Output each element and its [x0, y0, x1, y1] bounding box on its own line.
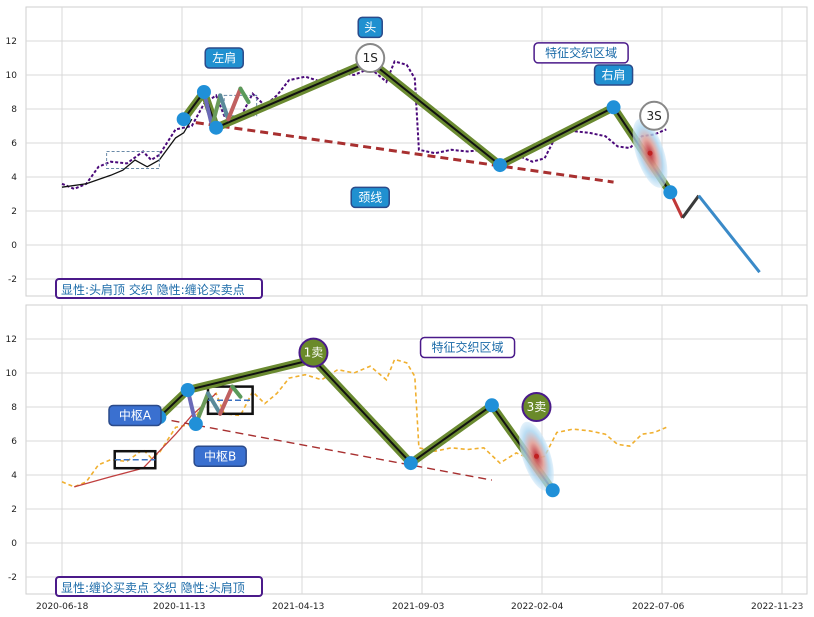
y-tick-label: 4 [11, 471, 17, 481]
sub-segment [206, 391, 223, 416]
y-tick-label: 10 [6, 369, 18, 379]
sub-segment [210, 93, 223, 128]
pivot-point [176, 112, 191, 127]
annotation-label: 特征交织区域 [545, 45, 617, 60]
pivot-point [606, 100, 621, 115]
feature-heatspot-center [647, 150, 653, 156]
pivot-point [545, 483, 560, 498]
pivot-point [209, 120, 224, 135]
annotation-label: 中枢B [204, 448, 236, 463]
x-tick-label: 2020-06-18 [36, 602, 89, 612]
annotation-label: 3卖 [527, 400, 547, 414]
y-tick-label: -2 [8, 573, 17, 583]
pivot-point [484, 398, 499, 413]
annotation-badge [521, 392, 552, 422]
annotation-box [350, 186, 390, 209]
y-tick-label: 12 [6, 37, 17, 47]
annotation-box [204, 47, 244, 69]
y-tick-label: 6 [11, 437, 17, 447]
sub-segment [218, 93, 231, 122]
pivot-point [493, 158, 507, 173]
bottom-caption-box: 显性:缠论买卖点 交织 隐性:头肩顶 [55, 576, 263, 597]
x-tick-label: 2022-02-04 [511, 602, 564, 612]
x-tick-label: 2022-07-06 [632, 602, 685, 612]
annotation-label: 特征交织区域 [432, 340, 504, 355]
neckline [171, 419, 493, 481]
x-tick-label: 2022-11-23 [751, 602, 803, 612]
price-series-line [61, 60, 667, 190]
y-tick-label: 2 [11, 505, 17, 515]
annotation-label: 颈线 [358, 190, 382, 204]
sub-segment [230, 384, 243, 399]
pivot-point [180, 383, 195, 397]
annotation-label: 左肩 [212, 50, 236, 65]
sub-segment [238, 86, 251, 105]
y-tick-label: 12 [6, 335, 17, 345]
y-tick-label: 0 [11, 241, 17, 251]
prediction-segment [681, 194, 700, 219]
x-tick-label: 2021-04-13 [272, 602, 324, 612]
bottom-panel-frame [25, 304, 808, 595]
annotation-box [193, 445, 247, 468]
annotation-box [593, 64, 634, 86]
top-caption-box: 显性:头肩顶 交织 隐性:缠论买卖点 [55, 278, 263, 299]
x-tick-label: 2021-09-03 [392, 602, 444, 612]
bottom-annotations: 中枢A 中枢B 1卖 特征交织区域 3卖 [108, 336, 552, 468]
y-tick-label: 6 [11, 139, 17, 149]
bottom-yticks: -2 0 2 4 6 8 10 12 [6, 335, 18, 583]
trend-line [74, 392, 217, 488]
sub-segment [218, 384, 235, 416]
pivot-point [188, 417, 203, 431]
neckline [195, 121, 614, 184]
trend-line [61, 118, 193, 188]
x-tick-label: 2020-11-13 [153, 602, 205, 612]
prediction-segment [697, 194, 761, 274]
y-tick-label: 2 [11, 207, 17, 217]
top-panel-frame [25, 6, 808, 297]
y-tick-label: 8 [11, 403, 17, 413]
top-caption: 显性:头肩顶 交织 隐性:缠论买卖点 [61, 282, 245, 297]
y-tick-label: 0 [11, 539, 17, 549]
annotation-label: 1S [363, 51, 378, 65]
annotation-box [357, 16, 383, 39]
annotation-badge [298, 337, 329, 368]
pivot-point [663, 185, 678, 200]
annotation-label: 右肩 [602, 67, 626, 82]
sub-segment [226, 86, 243, 122]
annotation-label: 1卖 [304, 346, 324, 360]
pivot-box-a [106, 151, 160, 169]
annotation-label: 中枢A [119, 408, 152, 423]
annotation-badge [355, 43, 386, 73]
feature-heatspot-center [534, 453, 539, 459]
annotation-box [108, 404, 162, 427]
x-tick-labels: 2020-06-18 2020-11-13 2021-04-13 2021-09-03… [36, 602, 803, 612]
pivot-point [403, 456, 418, 471]
annotation-box [533, 42, 629, 64]
bottom-marks [61, 355, 667, 498]
annotation-box [419, 336, 516, 359]
y-tick-label: -2 [8, 275, 17, 285]
y-tick-label: 8 [11, 105, 17, 115]
y-tick-label: 4 [11, 173, 17, 183]
annotation-badge [639, 100, 670, 131]
pivot-point [196, 85, 211, 99]
annotation-label: 3S [646, 109, 661, 123]
top-yticks: -2 0 2 4 6 8 10 12 [6, 37, 18, 285]
bottom-caption: 显性:缠论买卖点 交织 隐性:头肩顶 [61, 580, 245, 595]
y-tick-label: 10 [6, 71, 18, 81]
annotation-label: 头 [364, 20, 376, 34]
